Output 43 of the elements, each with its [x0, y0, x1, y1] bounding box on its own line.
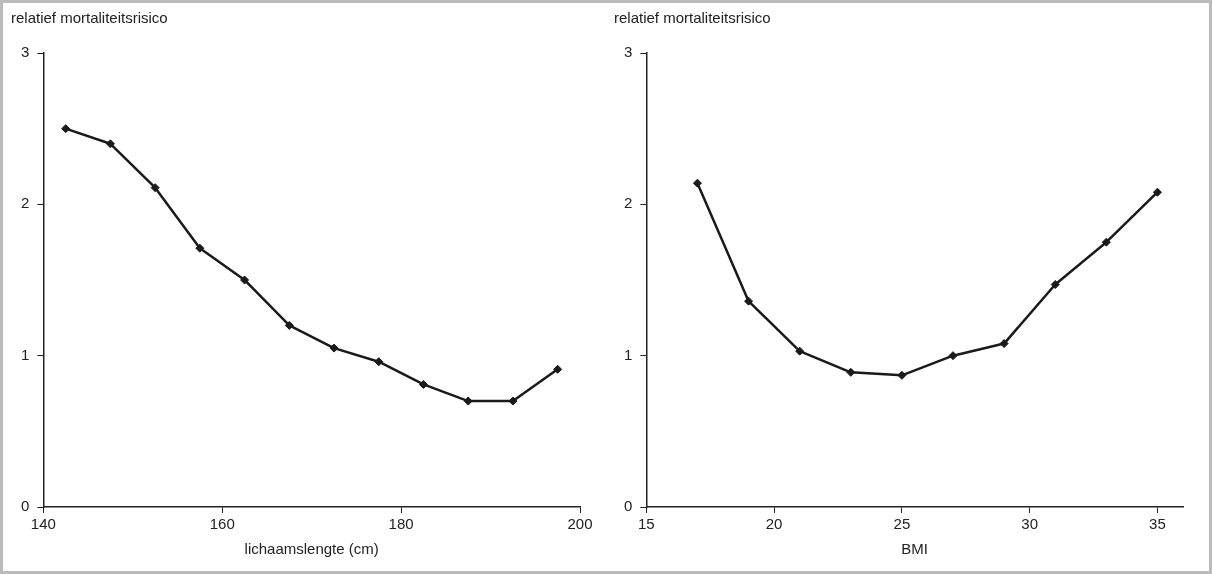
point	[1101, 237, 1111, 247]
point	[553, 364, 563, 374]
y-tick-label: 2	[21, 194, 30, 212]
point	[374, 357, 384, 367]
y-tick-label: 3	[624, 43, 633, 61]
point	[692, 178, 702, 188]
y-axis-title: relatief mortaliteitsrisico	[11, 9, 168, 27]
y-tick-label: 0	[624, 497, 633, 515]
point	[897, 370, 907, 380]
x-tick-label: 200	[567, 515, 593, 533]
point	[795, 346, 805, 356]
point	[744, 296, 754, 306]
x-tick-label: 140	[30, 515, 56, 533]
point	[999, 339, 1009, 349]
point	[418, 379, 428, 389]
y-tick-label: 2	[624, 194, 633, 212]
x-tick-label: 160	[209, 515, 235, 533]
point	[508, 396, 518, 406]
point	[948, 351, 958, 361]
y-tick-label: 1	[21, 345, 30, 363]
y-tick-label: 1	[624, 345, 633, 363]
point	[284, 320, 294, 330]
x-axis-title: lichaamslengte (cm)	[244, 540, 379, 558]
x-tick-label: 15	[638, 515, 655, 533]
point	[150, 183, 160, 193]
point	[195, 243, 205, 253]
x-tick-label: 20	[765, 515, 783, 533]
y-tick-label: 0	[21, 497, 30, 515]
x-axis-title: BMI	[901, 540, 929, 558]
point	[463, 396, 473, 406]
point	[329, 343, 339, 353]
y-tick-label: 3	[21, 43, 30, 61]
y-axis-title: relatief mortaliteitsrisico	[614, 9, 771, 27]
point	[1050, 280, 1060, 290]
point	[1152, 187, 1162, 197]
x-tick-label: 180	[388, 515, 414, 533]
x-tick-label: 35	[1149, 515, 1166, 533]
x-tick-label: 30	[1021, 515, 1039, 533]
point	[240, 275, 250, 285]
point	[61, 124, 71, 134]
point	[846, 367, 856, 377]
x-tick-label: 25	[893, 515, 911, 533]
point	[105, 139, 115, 149]
